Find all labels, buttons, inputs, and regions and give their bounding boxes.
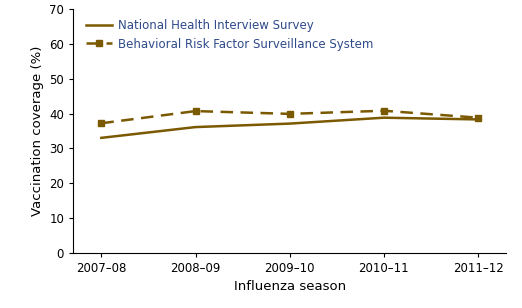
X-axis label: Influenza season: Influenza season	[234, 280, 346, 293]
Y-axis label: Vaccination coverage (%): Vaccination coverage (%)	[31, 46, 44, 216]
Legend: National Health Interview Survey, Behavioral Risk Factor Surveillance System: National Health Interview Survey, Behavi…	[84, 16, 375, 53]
